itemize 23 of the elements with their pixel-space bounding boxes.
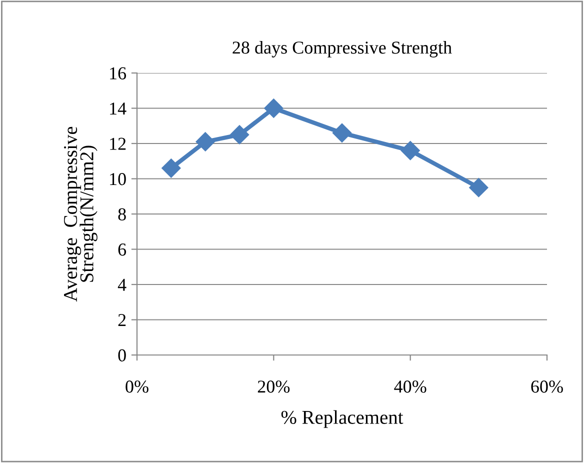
- chart-title: 28 days Compressive Strength: [232, 41, 452, 58]
- y-tick-label: 8: [118, 208, 126, 220]
- point: [264, 98, 284, 118]
- y-tick-label: 14: [110, 102, 126, 115]
- y-axis-title: Average Compressive Strength(N/mm2): [64, 126, 98, 302]
- point: [469, 178, 488, 198]
- point: [332, 123, 352, 142]
- x-tick-label: 60%: [531, 380, 563, 393]
- y-tick-label: 10: [110, 173, 126, 186]
- point: [400, 141, 420, 160]
- point: [162, 158, 181, 178]
- y-tick-label: 0: [118, 349, 126, 362]
- y-tick-label: 12: [110, 138, 126, 150]
- y-tick-label: 4: [118, 278, 126, 291]
- point: [196, 132, 215, 152]
- x-tick-label: 20%: [258, 380, 290, 393]
- y-tick-label: 2: [118, 314, 126, 326]
- x-axis-title: % Replacement: [281, 410, 404, 428]
- y-tick-label: 16: [110, 67, 126, 80]
- x-tick-label: 40%: [394, 380, 426, 393]
- x-tick-label: 0%: [126, 380, 148, 393]
- y-tick-label: 6: [118, 244, 126, 256]
- point: [230, 125, 250, 144]
